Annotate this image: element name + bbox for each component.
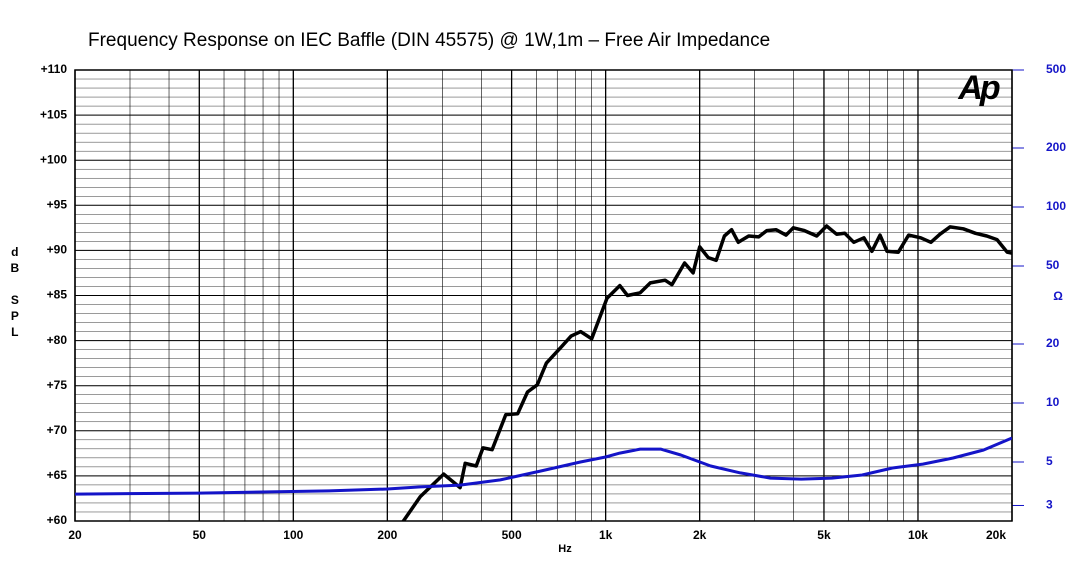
y-tick-label: +75	[47, 378, 68, 392]
x-tick-label: 1k	[599, 528, 613, 542]
x-tick-label: 20k	[986, 528, 1006, 542]
y2-tick-label: 20	[1046, 336, 1060, 350]
y-tick-label: +60	[47, 513, 68, 527]
y2-tick-label: 50	[1046, 258, 1060, 272]
y-tick-label: +110	[41, 62, 68, 76]
y2-tick-label: 500	[1046, 62, 1066, 76]
series-line	[75, 436, 1012, 496]
x-tick-label: 20	[68, 528, 82, 542]
plot-area	[75, 224, 1012, 521]
chart-title: Frequency Response on IEC Baffle (DIN 45…	[88, 30, 770, 51]
x-tick-label: 200	[377, 528, 397, 542]
y2-tick-label: 10	[1046, 395, 1060, 409]
y-tick-label: +90	[47, 243, 68, 257]
y2-tick-label: 5	[1046, 454, 1053, 468]
y-tick-label: +100	[40, 152, 67, 166]
y-tick-label: +105	[40, 107, 67, 121]
x-tick-label: 2k	[693, 528, 707, 542]
x-tick-label: 50	[193, 528, 207, 542]
y2-tick-label: 200	[1046, 140, 1066, 154]
y-tick-label: +95	[47, 197, 68, 211]
x-tick-label: 10k	[908, 528, 928, 542]
x-axis-label: Hz	[558, 543, 572, 555]
x-tick-label: 5k	[817, 528, 831, 542]
y-tick-label: +65	[47, 468, 68, 482]
y2-axis-label: Ω	[1053, 289, 1063, 303]
x-tick-label: 500	[502, 528, 522, 542]
y2-tick-label: 100	[1046, 199, 1066, 213]
y-tick-label: +85	[47, 288, 68, 302]
plot-frame	[74, 69, 1013, 522]
y2-tick-label: 3	[1046, 498, 1053, 512]
x-tick-label: 100	[283, 528, 303, 542]
y-tick-label: +70	[47, 423, 68, 437]
y-axis-label: dB SPL	[8, 245, 22, 341]
series-line	[401, 224, 1012, 521]
y-tick-label: +80	[47, 333, 68, 347]
